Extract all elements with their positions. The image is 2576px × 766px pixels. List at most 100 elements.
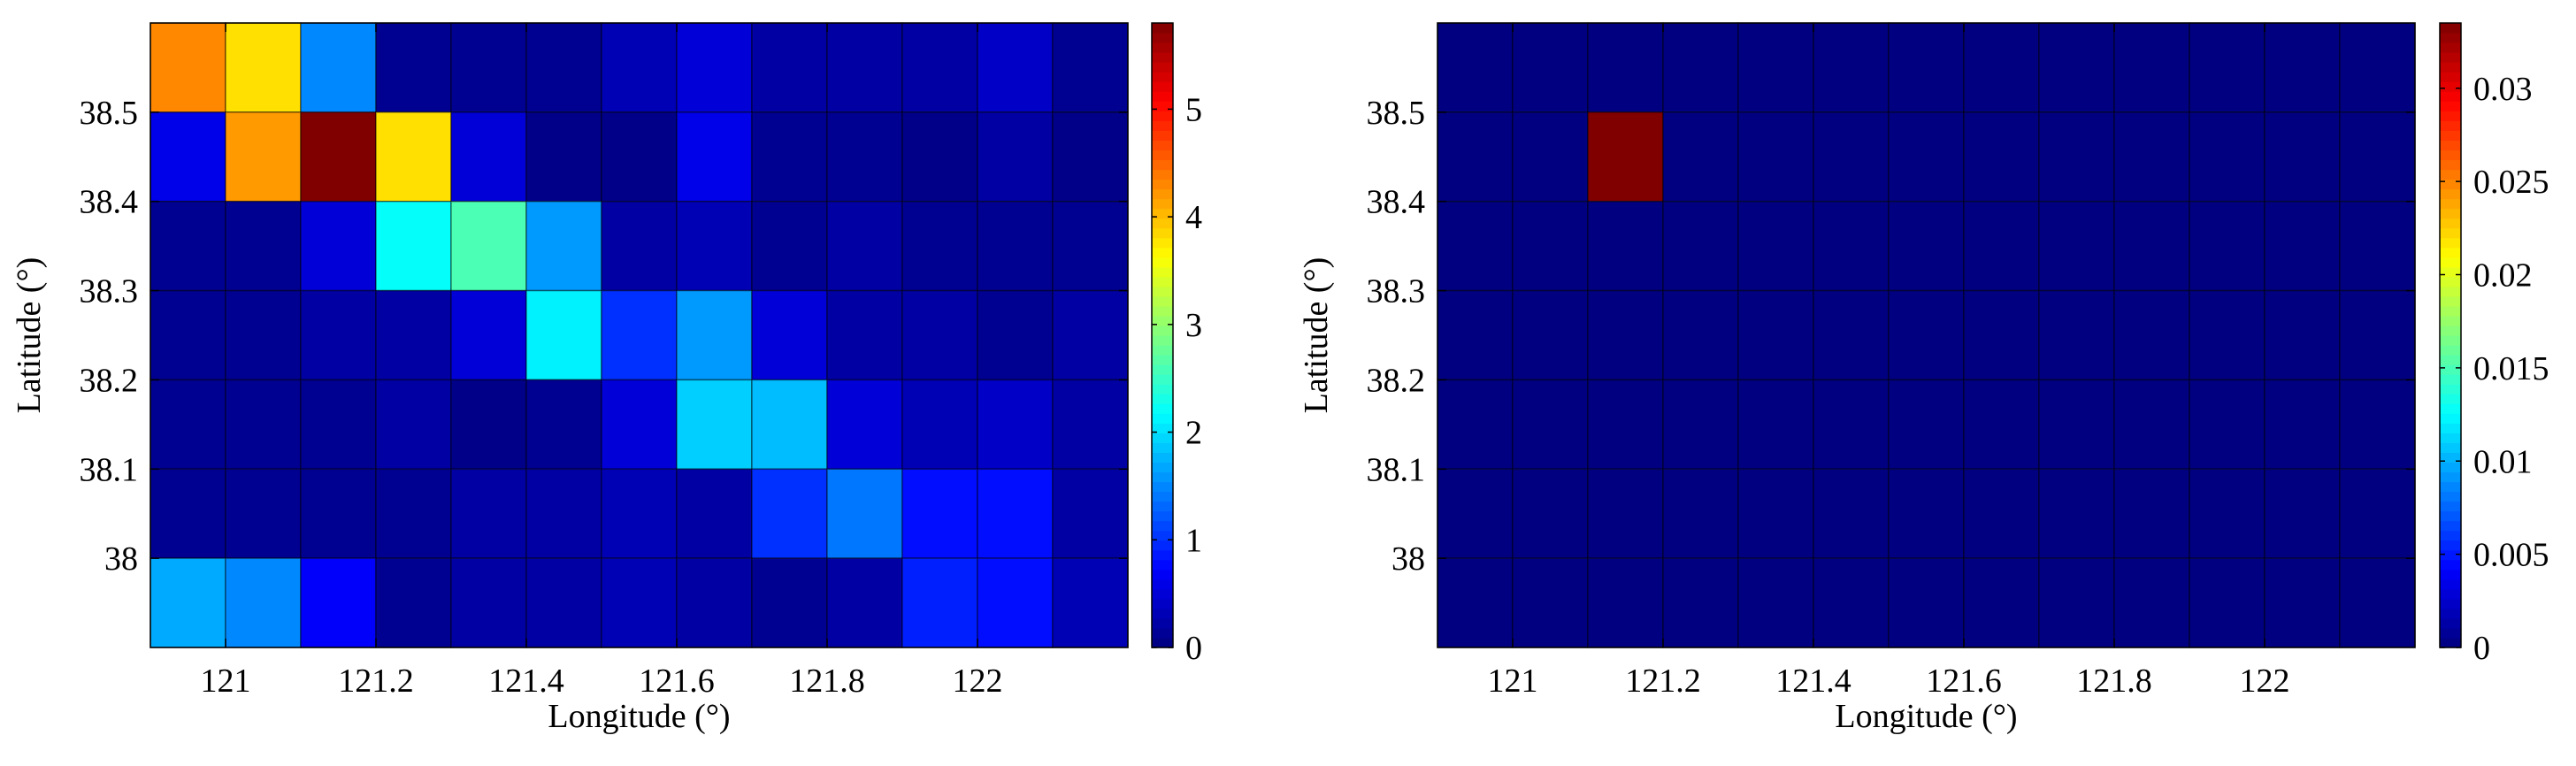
heatmap-cell [225,111,302,203]
plot-area-border [150,22,1129,648]
heatmap-cell [300,111,377,203]
y-axis-label: Latitude (°) [11,257,48,414]
colorbar-segment [1152,179,1173,190]
colorbar-segment [1152,608,1173,619]
colorbar-segment [2440,627,2461,639]
colorbar-segment [2440,394,2461,404]
colorbar-segment [2440,208,2461,219]
colorbar-segment [2440,325,2461,336]
colorbar-segment [1152,247,1173,258]
colorbar-segment [1152,81,1173,92]
colorbar-segment [1152,101,1173,111]
x-tick-label: 121 [201,663,251,700]
heatmap-cell [751,200,828,292]
heatmap-cell [150,22,226,113]
colorbar-segment [2440,72,2461,82]
heatmap-cell [1888,200,1965,292]
heatmap-cell [1437,22,1514,113]
y-tick-label: 38 [1392,540,1425,578]
y-tick-label: 38.5 [1367,95,1426,132]
heatmap-cell [601,22,678,113]
colorbar-segment [1152,374,1173,385]
colorbar-segment [1152,588,1173,600]
heatmap-cell [2189,200,2266,292]
colorbar-segment [2440,608,2461,619]
heatmap-panel-2: 121 121.2 121.4 121.6 121.8 122 38 38.1 38.2 38.3… [1298,22,2549,735]
y-tick-label: 38 [104,540,138,578]
heatmap-cell [1512,111,1589,203]
heatmap-cell [525,468,602,559]
heatmap-cell [1662,468,1739,559]
colorbar-tick-label: 5 [1185,91,1202,128]
colorbar-segment [2440,198,2461,210]
heatmap-cell [1813,379,1890,471]
colorbar-tick-label: 0 [2473,630,2490,667]
heatmap-cell [2113,22,2190,113]
heatmap-cell [1963,111,2040,203]
colorbar-segment [1152,208,1173,219]
x-axis-label: Longitude (°) [548,698,730,735]
heatmap-cell [1512,22,1589,113]
heatmap-cell [1052,379,1129,471]
heatmap-cell [2339,557,2416,648]
heatmap-cell [2189,557,2266,648]
colorbar-segment [1152,159,1173,171]
heatmap-cell [2038,111,2115,203]
colorbar-segment [1152,91,1173,102]
colorbar-segment [2440,433,2461,443]
colorbar-segment [1152,578,1173,590]
heatmap-cell [1888,289,1965,381]
heatmap-cell [1437,200,1514,292]
heatmap-cells [150,22,1129,648]
heatmap-cell [525,111,602,203]
heatmap-cell [977,379,1054,471]
colorbar-segment [2440,237,2461,249]
heatmap-cell [1052,289,1129,381]
colorbar-segment [2440,355,2461,365]
colorbar-segment [1152,23,1173,34]
colorbar-segment [1152,481,1173,493]
colorbar-segment [2440,520,2461,532]
colorbar-segment [1152,413,1173,424]
colorbar-segment [1152,315,1173,326]
heatmap-cell [2038,22,2115,113]
heatmap-cell [2113,289,2190,381]
heatmap-cell [1512,468,1589,559]
colorbar-segment [1152,442,1173,453]
colorbar-segment [1152,540,1173,551]
colorbar-segment [1152,491,1173,502]
colorbar-segment [2440,111,2461,121]
colorbar-segment [2440,384,2461,394]
heatmap-cell [977,200,1054,292]
heatmap-cell [2264,200,2341,292]
x-tick-label: 121.6 [639,663,715,700]
plot-area-border [1437,22,2416,648]
heatmap-cell [2038,200,2115,292]
heatmap-cell [375,111,452,203]
heatmap-cell [901,468,978,559]
colorbar-segment [2440,335,2461,346]
colorbar-segment [2440,588,2461,600]
colorbar-tick-label: 0 [1185,630,1202,667]
heatmap-cell [826,200,903,292]
heatmap-cell [1437,111,1514,203]
colorbar-segment [2440,501,2461,512]
colorbar-segment [1152,62,1173,73]
heatmap-cell [300,468,377,559]
heatmap-cell [375,379,452,471]
heatmap-cell [1437,289,1514,381]
heatmap-cell [901,200,978,292]
heatmap-cell [2339,289,2416,381]
heatmap-cell [225,200,302,292]
heatmap-cell [1587,468,1664,559]
y-tick-label: 38.1 [80,451,139,488]
colorbar-segment [1152,276,1173,287]
colorbar-tick-label: 0.005 [2473,537,2549,574]
colorbar-segment [1152,140,1173,151]
heatmap-cell [1587,379,1664,471]
heatmap-cell [826,289,903,381]
heatmap-cell [826,22,903,113]
colorbar-segment [2440,559,2461,571]
heatmap-cell [977,22,1054,113]
heatmap-cell [525,379,602,471]
